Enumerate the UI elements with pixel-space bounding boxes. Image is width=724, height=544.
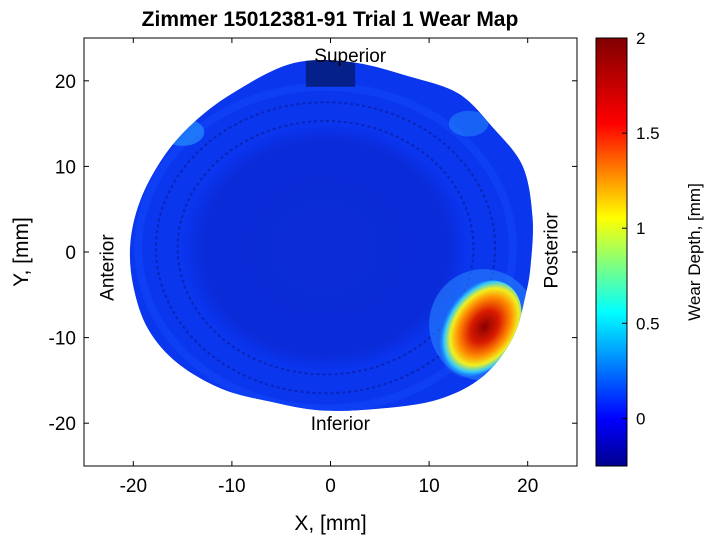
y-tick-label: 0 (65, 243, 76, 264)
x-tick-label: 10 (419, 476, 440, 497)
annotation-superior: Superior (314, 46, 386, 67)
dotted-ring-inner (176, 120, 475, 376)
orientation-annotations: Superior Inferior Anterior Posterior (98, 46, 563, 435)
chart-title: Zimmer 15012381-91 Trial 1 Wear Map (142, 8, 519, 31)
rim-band (134, 82, 517, 411)
colorbar-gradient (595, 37, 628, 467)
colorbar-tick-label: 1.5 (636, 124, 660, 143)
colorbar: 2 1.5 1 0.5 0 Wear Depth, [mm] (595, 29, 704, 467)
colorbar-label: Wear Depth, [mm] (685, 183, 704, 321)
y-axis-ticks: 20 10 0 -10 -20 (49, 72, 577, 435)
colorbar-tick-label: 0 (636, 409, 645, 428)
y-tick-label: -20 (49, 414, 76, 435)
dotted-ring-outer (154, 101, 497, 395)
wear-hotspot (435, 280, 522, 378)
colorbar-tick-label: 1 (636, 219, 645, 238)
x-axis-label: X, [mm] (294, 512, 366, 535)
annotation-inferior: Inferior (311, 414, 371, 435)
superior-notch (305, 60, 356, 87)
x-axis-ticks: -20 -10 0 10 20 (120, 38, 538, 497)
inner-cup-region (182, 123, 469, 372)
x-tick-label: 20 (517, 476, 538, 497)
colorbar-tick-label: 0.5 (636, 314, 660, 333)
colorbar-ticks: 2 1.5 1 0.5 0 (622, 29, 660, 428)
y-axis-label: Y, [mm] (10, 217, 33, 287)
x-tick-label: 0 (325, 476, 336, 497)
annotation-posterior: Posterior (541, 212, 562, 289)
y-tick-label: -10 (49, 329, 76, 350)
y-tick-label: 20 (55, 72, 76, 93)
y-tick-label: 10 (55, 157, 76, 178)
colorbar-tick-label: 2 (636, 29, 645, 48)
x-tick-label: -20 (120, 476, 147, 497)
annotation-anterior: Anterior (98, 234, 119, 301)
plot-area: -20 -10 0 10 20 20 10 0 -10 -20 (49, 37, 578, 497)
edge-highlight-upper-right (448, 110, 489, 137)
x-tick-label: -10 (218, 476, 245, 497)
